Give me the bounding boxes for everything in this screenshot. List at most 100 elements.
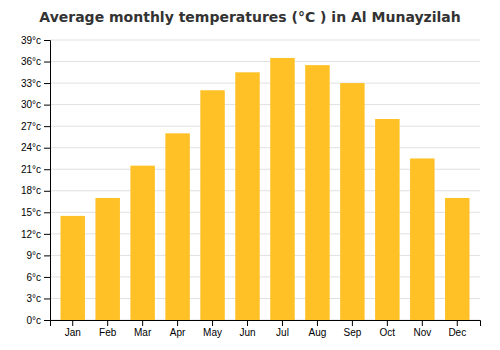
bar [445, 198, 469, 320]
y-tick: 30°c [21, 99, 50, 110]
bar [340, 83, 364, 320]
tick-label: 39°c [21, 35, 41, 46]
y-tick: 9°c [26, 250, 50, 261]
y-tick: 15°c [21, 207, 50, 218]
tick-label: 0°c [26, 315, 41, 326]
x-tick: Oct [380, 320, 396, 338]
y-tick: 33°c [21, 78, 50, 89]
y-tick: 36°c [21, 56, 50, 67]
tick-label: Aug [309, 327, 327, 338]
tick-label: Jul [276, 327, 289, 338]
tick-label: 24°c [21, 142, 41, 153]
chart-container: 0°c 3°c 6°c 9°c 12°c 15°c 18°c 21°c 24°c 27°c 30°c… [0, 0, 500, 350]
tick-label: 12°c [21, 229, 41, 240]
tick-mark [72, 320, 73, 326]
tick-label: Nov [413, 327, 431, 338]
tick-mark [457, 320, 458, 326]
tick-label: 6°c [26, 272, 41, 283]
tick-label: 30°c [21, 99, 41, 110]
tick-mark [44, 277, 50, 278]
tick-mark [44, 169, 50, 170]
x-tick: Sep [343, 320, 361, 338]
tick-mark [177, 320, 178, 326]
x-tick: Feb [99, 320, 117, 338]
tick-mark [44, 83, 50, 84]
grid [50, 40, 480, 320]
bar [270, 58, 294, 320]
tick-mark [317, 320, 318, 326]
tick-label: 21°c [21, 164, 41, 175]
tick-label: Dec [448, 327, 466, 338]
tick-mark [247, 320, 248, 326]
tick-mark [387, 320, 388, 326]
x-tick: Jul [276, 320, 289, 338]
tick-mark [142, 320, 143, 326]
grid-line [50, 61, 480, 62]
y-tick: 12°c [21, 229, 50, 240]
y-tick: 3°c [26, 293, 50, 304]
bar [60, 216, 84, 320]
chart: 0°c 3°c 6°c 9°c 12°c 15°c 18°c 21°c 24°c 27°c 30°c… [0, 0, 500, 350]
x-tick: May [203, 320, 222, 338]
tick-mark [44, 126, 50, 127]
y-tick: 24°c [21, 142, 50, 153]
bar [305, 65, 329, 320]
tick-label: Apr [170, 327, 186, 338]
bar [130, 166, 154, 320]
bar [375, 119, 399, 320]
tick-mark [44, 320, 50, 321]
tick-mark [44, 298, 50, 299]
bar [165, 133, 189, 320]
x-axis: Jan Feb Mar Apr May Jun Jul Aug Sep Oct Nov Dec [51, 320, 481, 338]
tick-label: 27°c [21, 121, 41, 132]
tick-mark [44, 212, 50, 213]
bar [200, 90, 224, 320]
tick-label: 3°c [26, 293, 41, 304]
y-tick: 39°c [21, 35, 50, 46]
tick-mark [44, 191, 50, 192]
tick-mark [44, 62, 50, 63]
tick-mark [212, 320, 213, 326]
x-tick: Nov [413, 320, 431, 338]
bar [410, 158, 434, 320]
tick-mark [44, 148, 50, 149]
title: Average monthly temperatures (°C ) in Al… [39, 9, 460, 25]
tick-label: 9°c [26, 250, 41, 261]
bar [95, 198, 119, 320]
axis-line [51, 321, 481, 327]
tick-mark [44, 255, 50, 256]
x-tick: Aug [309, 320, 327, 338]
y-axis: 0°c 3°c 6°c 9°c 12°c 15°c 18°c 21°c 24°c 27°c 30°c… [21, 35, 51, 326]
tick-label: 15°c [21, 207, 41, 218]
y-tick: 27°c [21, 121, 50, 132]
tick-label: Sep [343, 327, 361, 338]
axis-line [44, 41, 51, 321]
grid-line [50, 83, 480, 84]
y-tick: 0°c [26, 315, 50, 326]
x-tick: Dec [448, 320, 466, 338]
bar [235, 72, 259, 320]
x-tick: Jan [65, 320, 81, 338]
tick-mark [422, 320, 423, 326]
plot-area: 0°c 3°c 6°c 9°c 12°c 15°c 18°c 21°c 24°c 27°c 30°c… [21, 35, 481, 338]
x-tick: Mar [134, 320, 152, 338]
bars [60, 58, 469, 320]
tick-label: 33°c [21, 78, 41, 89]
grid-line [50, 126, 480, 127]
y-tick: 21°c [21, 164, 50, 175]
tick-label: Oct [380, 327, 396, 338]
tick-mark [44, 234, 50, 235]
tick-label: 18°c [21, 185, 41, 196]
y-tick: 18°c [21, 185, 50, 196]
tick-mark [282, 320, 283, 326]
tick-mark [352, 320, 353, 326]
grid-line [50, 104, 480, 105]
tick-label: Jun [239, 327, 255, 338]
x-tick: Apr [170, 320, 186, 338]
tick-label: Jan [65, 327, 81, 338]
grid-line [50, 147, 480, 148]
tick-label: Feb [99, 327, 117, 338]
tick-label: Mar [134, 327, 152, 338]
y-tick: 6°c [26, 272, 50, 283]
tick-mark [44, 105, 50, 106]
